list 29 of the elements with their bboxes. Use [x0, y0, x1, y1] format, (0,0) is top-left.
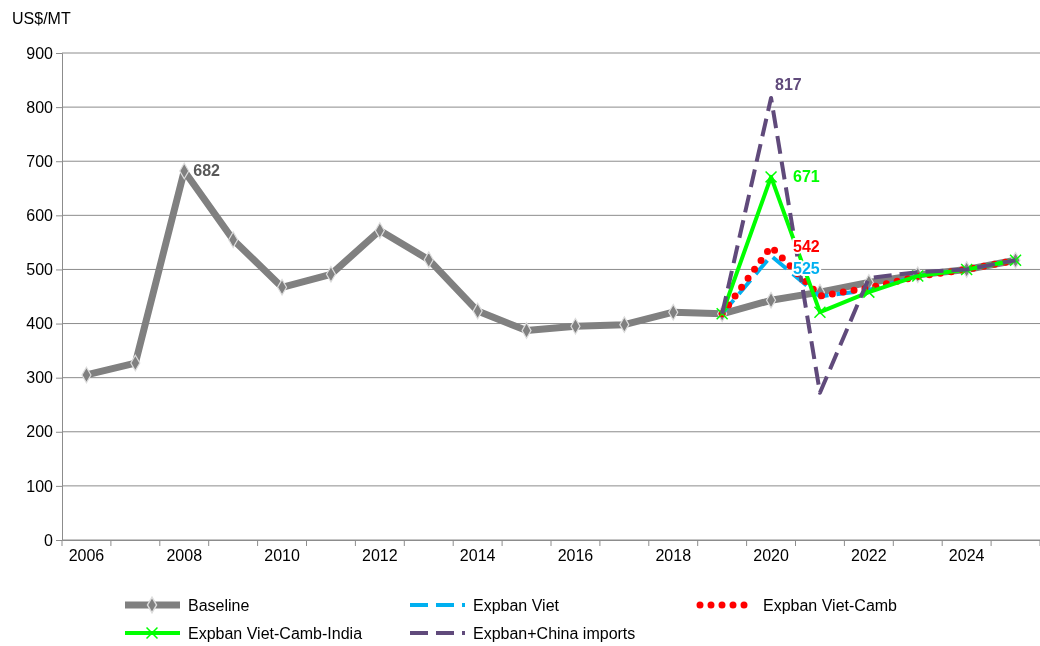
y-tick-label: 900: [26, 44, 54, 62]
legend-label: Baseline: [188, 597, 250, 614]
x-tick-label: 2018: [655, 547, 692, 565]
y-tick-label: 400: [26, 315, 54, 333]
x-tick-label: 2008: [166, 547, 203, 565]
data-label: 817: [775, 75, 802, 93]
legend-label: Expban Viet: [473, 597, 560, 614]
x-tick-label: 2006: [68, 547, 105, 565]
y-tick-label: 200: [26, 423, 54, 441]
x-tick-label: 2016: [557, 547, 594, 565]
legend-label: Expban Viet-Camb-India: [188, 625, 363, 642]
legend-label: Expban+China imports: [473, 625, 636, 642]
x-tick-label: 2024: [948, 547, 985, 565]
x-tick-label: 2014: [459, 547, 496, 565]
y-tick-label: 0: [44, 531, 54, 549]
y-axis-title: US$/MT: [12, 10, 71, 27]
y-tick-label: 800: [26, 98, 54, 116]
y-tick-label: 500: [26, 261, 54, 279]
x-tick-label: 2012: [362, 547, 398, 565]
data-label: 682: [193, 161, 221, 179]
x-tick-label: 2020: [753, 547, 789, 565]
x-tick-label: 2022: [851, 547, 887, 565]
x-tick-label: 2010: [264, 547, 300, 565]
data-label: 671: [793, 167, 820, 185]
y-tick-label: 300: [26, 369, 54, 387]
legend-label: Expban Viet-Camb: [763, 597, 898, 614]
y-tick-label: 700: [26, 152, 54, 170]
y-tick-label: 100: [26, 477, 54, 495]
y-tick-label: 600: [26, 206, 54, 224]
